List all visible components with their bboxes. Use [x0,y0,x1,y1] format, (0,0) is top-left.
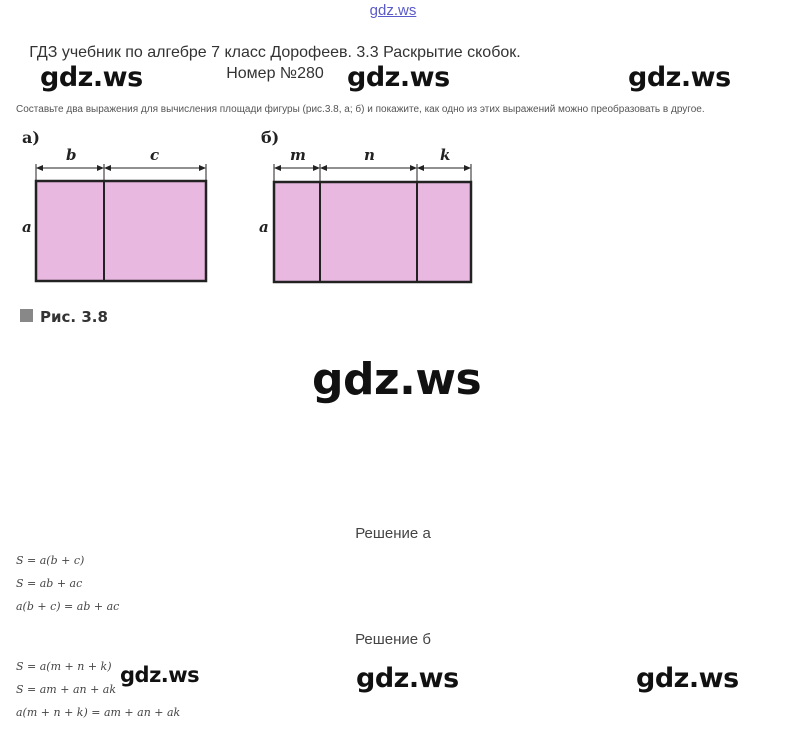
site-link[interactable]: gdz.ws [369,2,417,19]
formula-line: S = a(b + c) [16,554,85,567]
watermark: gdz.ws [312,354,482,405]
figure-label-b: б) [261,128,280,147]
solution-a-heading: Решение а [355,525,431,542]
dim-label: m [290,146,306,164]
watermark: gdz.ws [120,663,200,687]
watermark: gdz.ws [347,62,450,93]
formula-line: a(b + c) = ab + ac [16,600,120,613]
formula-line: S = am + an + ak [16,683,117,696]
side-label: a [259,218,269,236]
page-title: ГДЗ учебник по алгебре 7 класс Дорофеев.… [29,44,521,82]
figure-a [34,164,208,283]
formula-line: a(m + n + k) = am + an + ak [16,706,181,719]
watermark: gdz.ws [40,62,143,93]
watermark: gdz.ws [636,663,739,694]
dim-label: c [150,146,160,164]
rect-b [272,180,473,284]
solution-b-heading: Решение б [355,631,431,648]
figure-b [272,164,473,284]
dim-label: b [66,146,77,164]
watermark: gdz.ws [356,663,459,694]
task-text: Составьте два выражения для вычисления п… [16,104,705,115]
formula-line: S = ab + ac [16,577,83,590]
dim-label: n [364,146,375,164]
dim-label: k [440,146,451,164]
figure-label-a: а) [22,128,40,147]
rect-a [34,179,208,283]
watermark: gdz.ws [628,62,731,93]
side-label: a [22,218,32,236]
caption-marker [20,309,33,322]
formula-line: S = a(m + n + k) [16,660,112,673]
figure-caption: Рис. 3.8 [40,308,108,326]
figure-drawing [34,164,473,284]
figure [14,122,484,332]
